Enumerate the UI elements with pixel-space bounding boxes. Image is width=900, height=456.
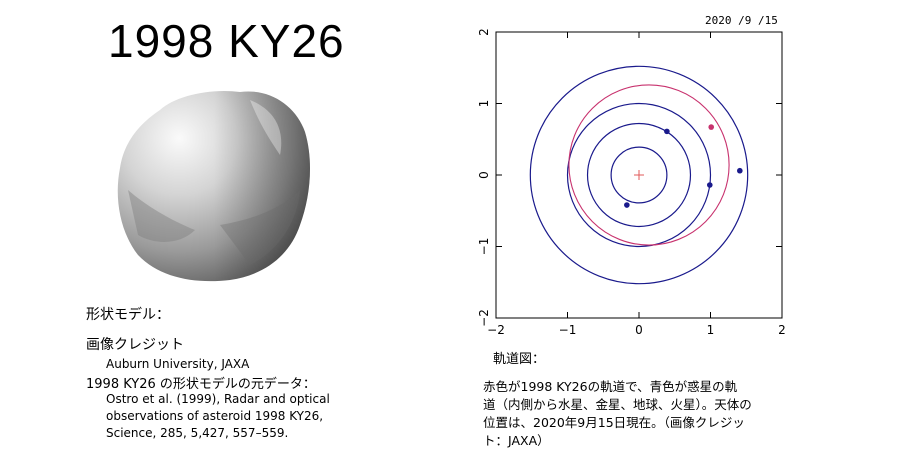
x-tick-label: 2 [778,323,786,337]
planet-position [706,182,713,188]
x-tick-label: 1 [707,323,715,337]
y-tick-label: −1 [477,238,491,256]
x-tick-label: −2 [487,323,505,337]
y-tick-label: 1 [477,100,491,108]
planet-orbit [586,122,692,228]
y-tick-label: 2 [477,28,491,36]
description-line: ト：JAXA） [483,433,550,448]
orbit-date: 2020 /9 /15 [705,14,778,27]
planet-orbit [610,146,668,204]
source-data-heading: 1998 KY26 の形状モデルの元データ： [86,377,316,392]
x-tick-label: −1 [559,323,577,337]
y-tick-label: −2 [477,309,491,327]
planet-position [664,128,670,135]
citation-line: Ostro et al. (1999), Radar and optical [106,392,330,406]
orbit-diagram-label: 軌道図： [493,352,546,367]
asteroid-shape-model [100,70,330,300]
image-credit-heading: 画像クレジット [86,337,184,353]
orbit-diagram: −2−2 −1 −1 0 0 1 1 2 2 [477,28,786,337]
asteroid-position [708,124,715,130]
shape-model-label: 形状モデル： [86,307,170,323]
image-credit-text: Auburn University, JAXA [106,357,250,371]
asteroid-model-image [117,90,311,282]
planet-position [737,167,743,174]
x-tick-label: 0 [635,323,643,337]
y-tick-label: 0 [477,171,491,179]
page-title: 1998 KY26 [108,15,345,67]
citation-line: Science, 285, 5,427, 557–559. [106,426,289,440]
orbit-description: 赤色が1998 KY26の軌道で、青色が惑星の軌 道（内側から水星、金星、地球、… [483,378,783,450]
planet-orbit [529,65,749,285]
source-citation: Ostro et al. (1999), Radar and optical o… [106,391,330,442]
asteroid-orbit [568,84,730,246]
planet-position [624,202,630,208]
description-line: 位置は、2020年9月15日現在。（画像クレジッ [483,415,745,430]
description-line: 赤色が1998 KY26の軌道で、青色が惑星の軌 [483,379,738,394]
planet-orbit [566,102,712,248]
description-line: 道（内側から水星、金星、地球、火星）。天体の [483,397,752,412]
citation-line: observations of asteroid 1998 KY26, [106,409,324,423]
